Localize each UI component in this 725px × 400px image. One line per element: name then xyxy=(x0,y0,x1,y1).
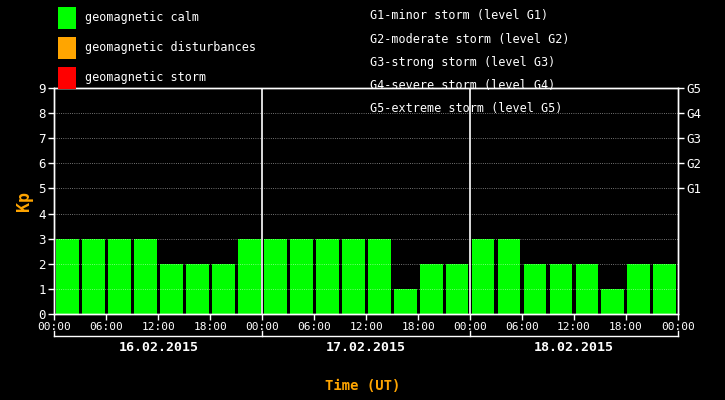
Bar xyxy=(368,239,391,314)
Text: Time (UT): Time (UT) xyxy=(325,379,400,393)
Bar xyxy=(550,264,573,314)
Bar xyxy=(238,239,261,314)
Text: 18.02.2015: 18.02.2015 xyxy=(534,341,614,354)
Bar xyxy=(82,239,105,314)
Bar xyxy=(341,239,365,314)
Bar xyxy=(446,264,468,314)
Bar xyxy=(497,239,521,314)
Bar xyxy=(420,264,442,314)
Y-axis label: Kp: Kp xyxy=(15,191,33,211)
Bar xyxy=(186,264,209,314)
Bar xyxy=(108,239,130,314)
Bar xyxy=(653,264,676,314)
Text: G5-extreme storm (level G5): G5-extreme storm (level G5) xyxy=(370,102,562,115)
Text: G1-minor storm (level G1): G1-minor storm (level G1) xyxy=(370,10,548,22)
Text: geomagnetic calm: geomagnetic calm xyxy=(85,12,199,24)
Text: 17.02.2015: 17.02.2015 xyxy=(326,341,406,354)
Bar xyxy=(471,239,494,314)
Bar xyxy=(134,239,157,314)
Text: G4-severe storm (level G4): G4-severe storm (level G4) xyxy=(370,79,555,92)
Bar xyxy=(576,264,598,314)
Text: G3-strong storm (level G3): G3-strong storm (level G3) xyxy=(370,56,555,69)
Bar xyxy=(160,264,183,314)
Bar xyxy=(212,264,235,314)
Bar xyxy=(627,264,650,314)
Bar xyxy=(315,239,339,314)
Bar xyxy=(264,239,286,314)
Text: 16.02.2015: 16.02.2015 xyxy=(118,341,199,354)
Text: geomagnetic storm: geomagnetic storm xyxy=(85,72,206,84)
Bar xyxy=(523,264,547,314)
Bar xyxy=(602,289,624,314)
Bar xyxy=(394,289,417,314)
Text: G2-moderate storm (level G2): G2-moderate storm (level G2) xyxy=(370,33,569,46)
Bar xyxy=(290,239,312,314)
Bar xyxy=(56,239,79,314)
Text: geomagnetic disturbances: geomagnetic disturbances xyxy=(85,42,256,54)
